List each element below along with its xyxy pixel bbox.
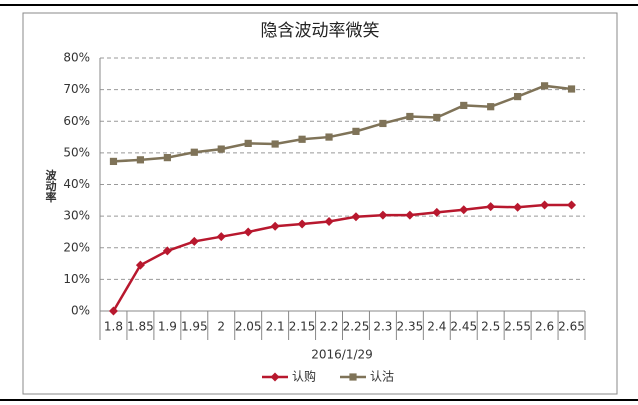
- x-tick-label: 1.8: [104, 320, 123, 334]
- data-point: [567, 200, 577, 210]
- data-point: [460, 101, 468, 110]
- data-point: [163, 154, 171, 162]
- x-tick-label: 1.9: [158, 320, 177, 334]
- data-point: [271, 140, 279, 148]
- data-point: [352, 127, 360, 135]
- x-tick-label: 2.3: [373, 320, 392, 334]
- legend-marker: [349, 373, 357, 381]
- x-tick-label: 1.85: [127, 320, 154, 334]
- data-point: [135, 260, 145, 270]
- data-point: [432, 207, 442, 217]
- data-point: [298, 135, 306, 143]
- x-tick-label: 2.2: [319, 320, 338, 334]
- data-point: [433, 113, 441, 122]
- data-point: [162, 246, 172, 256]
- legend-label: 认购: [292, 369, 316, 384]
- data-point: [190, 148, 198, 156]
- data-point: [108, 306, 118, 316]
- y-tick-label: 0%: [71, 304, 90, 318]
- y-tick-label: 30%: [63, 209, 90, 223]
- x-tick-label: 2.15: [289, 320, 316, 334]
- data-point: [379, 119, 387, 128]
- x-tick-label: 2.45: [450, 320, 477, 334]
- data-point: [378, 210, 388, 220]
- chart-frame: [22, 12, 618, 395]
- x-tick-label: 2.1: [266, 320, 285, 334]
- y-axis-label: 波动率: [44, 168, 57, 203]
- data-point: [540, 82, 549, 90]
- x-tick-label: 2.5: [481, 320, 500, 334]
- data-point: [136, 156, 145, 164]
- data-point: [324, 217, 334, 227]
- data-point: [513, 202, 523, 212]
- data-point: [405, 210, 415, 220]
- data-point: [243, 227, 253, 237]
- series-line: [112, 203, 572, 312]
- data-point: [189, 236, 199, 246]
- x-tick-label: 2: [217, 320, 225, 334]
- data-point: [514, 92, 522, 101]
- y-tick-label: 40%: [63, 177, 90, 191]
- x-tick-label: 2.55: [504, 320, 531, 334]
- x-tick-label: 2.35: [397, 320, 424, 334]
- legend-label: 认沽: [370, 370, 394, 384]
- x-tick-label: 2.65: [558, 320, 585, 334]
- y-tick-label: 50%: [63, 145, 90, 159]
- data-point: [406, 112, 414, 121]
- x-tick-label: 2.4: [427, 320, 446, 334]
- legend-marker: [270, 372, 280, 382]
- x-tick-label: 2.05: [235, 320, 262, 334]
- data-point: [325, 133, 333, 141]
- chart-title: 隐含波动率微笑: [261, 21, 380, 41]
- x-tick-label: 2.6: [535, 320, 554, 334]
- y-tick-label: 60%: [63, 114, 90, 128]
- data-point: [216, 232, 226, 242]
- x-tick-label: 1.95: [181, 320, 208, 334]
- y-tick-label: 20%: [63, 240, 90, 254]
- data-point: [270, 221, 280, 231]
- series-line: [113, 84, 572, 163]
- x-axis-label: 2016/1/29: [311, 348, 373, 362]
- data-point: [109, 157, 118, 166]
- x-tick-label: 2.25: [343, 320, 370, 334]
- data-point: [486, 202, 496, 212]
- data-point: [297, 219, 307, 229]
- y-tick-label: 70%: [63, 82, 90, 96]
- data-point: [487, 103, 495, 111]
- y-tick-label: 10%: [63, 272, 90, 286]
- y-tick-label: 80%: [63, 51, 90, 65]
- data-point: [217, 145, 225, 153]
- data-point: [351, 212, 361, 222]
- data-point: [540, 200, 550, 210]
- data-point: [459, 205, 469, 215]
- data-point: [567, 85, 576, 93]
- data-point: [244, 139, 252, 147]
